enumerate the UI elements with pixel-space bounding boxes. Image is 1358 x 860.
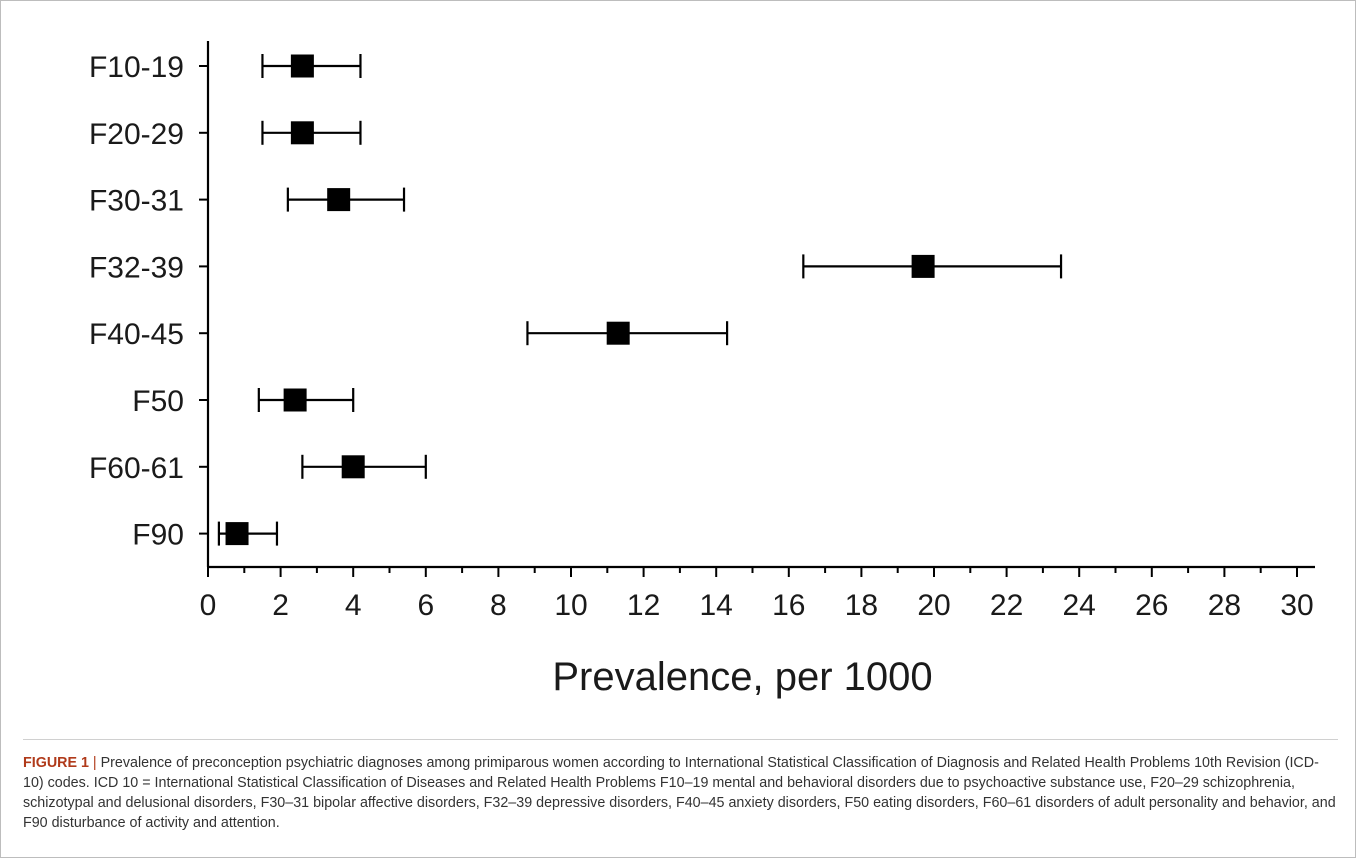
x-tick-label: 8 <box>490 589 507 622</box>
point-estimate-marker <box>606 321 630 345</box>
y-category-label: F50 <box>132 385 184 418</box>
caption-divider <box>23 739 1338 740</box>
x-tick-label: 16 <box>772 589 805 622</box>
ci-row-f30-31 <box>286 187 406 212</box>
forest-plot: 0 2 4 6 8 10 12 14 16 18 20 22 24 26 28 30 F10-19F20-29… <box>89 41 1315 699</box>
point-estimate-marker <box>911 254 935 278</box>
x-axis-title: Prevalence, per 1000 <box>552 655 932 699</box>
x-tick-label: 4 <box>345 589 362 622</box>
ci-row-f50 <box>257 388 355 412</box>
x-tick-label: 30 <box>1280 589 1313 622</box>
y-category-label: F60-61 <box>89 452 184 485</box>
x-tick-label: 2 <box>272 589 289 622</box>
x-tick-label: 10 <box>554 589 587 622</box>
ci-row-f90 <box>217 521 279 546</box>
x-tick-label: 24 <box>1063 589 1096 622</box>
x-tick-label: 20 <box>917 589 950 622</box>
point-estimate-marker <box>341 455 365 479</box>
y-category-label: F32-39 <box>89 251 184 284</box>
ci-row-f32-39 <box>802 254 1063 279</box>
y-category-label: F40-45 <box>89 318 184 351</box>
point-estimate-marker <box>290 121 314 145</box>
ci-row-f10-19 <box>261 54 362 78</box>
point-estimate-marker <box>290 54 314 78</box>
y-category-label: F30-31 <box>89 185 184 218</box>
point-estimate-marker <box>283 388 307 412</box>
y-category-label: F10-19 <box>89 51 184 84</box>
y-category-label: F20-29 <box>89 118 184 151</box>
ci-row-f40-45 <box>526 321 729 346</box>
x-tick-label: 28 <box>1208 589 1241 622</box>
x-tick-label: 22 <box>990 589 1023 622</box>
plot-marks <box>217 54 1063 546</box>
x-axis-ticks: 0 2 4 6 8 10 12 14 16 18 20 22 24 26 28 30 <box>200 567 1314 622</box>
y-category-label: F90 <box>132 519 184 552</box>
caption-lead: FIGURE 1 <box>23 755 89 771</box>
x-tick-label: 26 <box>1135 589 1168 622</box>
point-estimate-marker <box>327 188 351 212</box>
ci-row-f20-29 <box>261 120 362 145</box>
caption-separator: | <box>88 755 101 771</box>
figure-caption: FIGURE 1 | Prevalence of preconception p… <box>23 753 1338 833</box>
x-tick-label: 14 <box>700 589 733 622</box>
y-axis-categories: F10-19 F20-29 F30-31 F32-39 F40-45 F50 F60-61 F… <box>89 51 208 552</box>
x-tick-label: 12 <box>627 589 660 622</box>
x-tick-label: 0 <box>200 589 217 622</box>
x-tick-label: 18 <box>845 589 878 622</box>
caption-text: Prevalence of preconception psychiatric … <box>23 755 1336 831</box>
plot-axes <box>206 41 1315 569</box>
point-estimate-marker <box>225 522 249 546</box>
ci-row-f60-61 <box>301 454 427 479</box>
x-tick-label: 6 <box>417 589 434 622</box>
